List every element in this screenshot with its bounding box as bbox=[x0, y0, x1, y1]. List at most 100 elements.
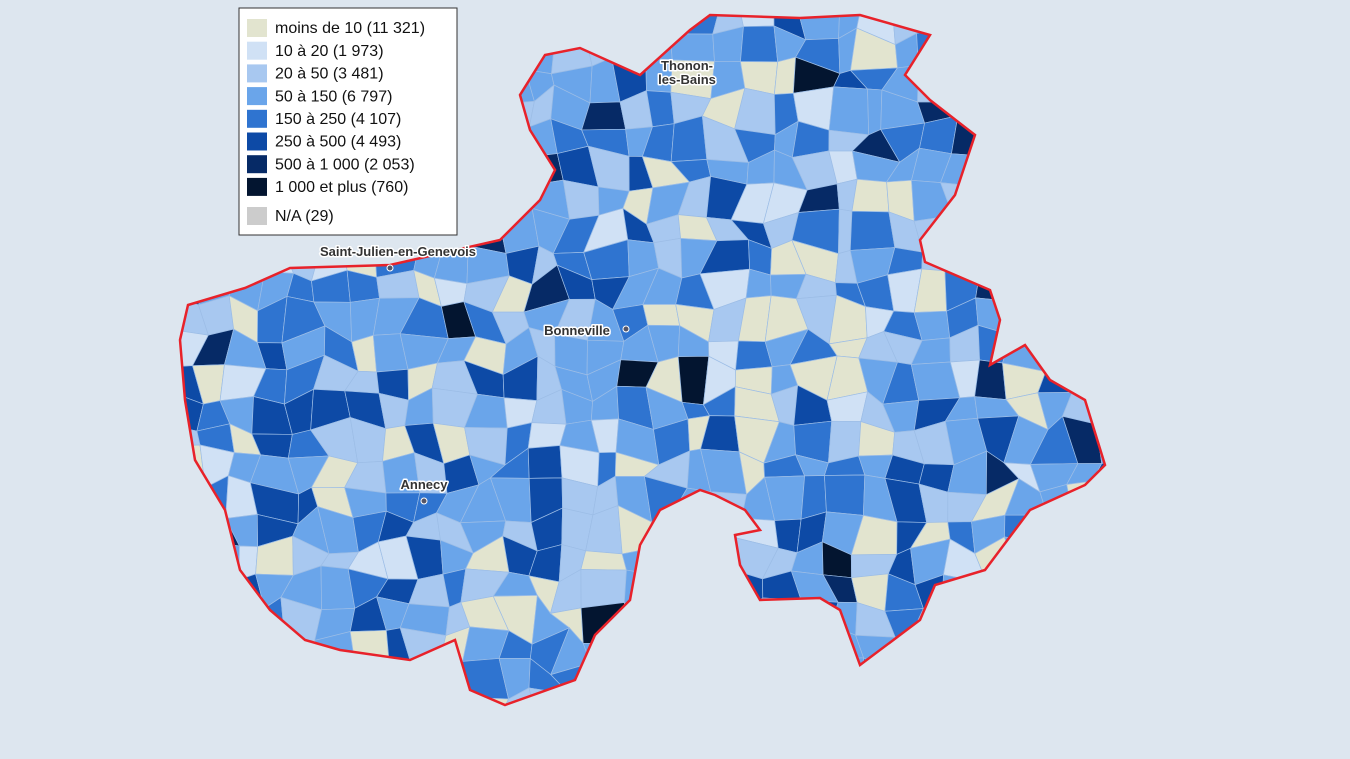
commune bbox=[703, 691, 750, 705]
commune bbox=[1091, 150, 1105, 191]
commune bbox=[1001, 181, 1050, 223]
commune bbox=[1060, 536, 1097, 579]
commune bbox=[226, 659, 267, 705]
commune bbox=[1096, 690, 1105, 705]
commune bbox=[1102, 57, 1105, 94]
commune bbox=[646, 601, 681, 632]
commune bbox=[1001, 658, 1048, 701]
commune bbox=[1066, 480, 1105, 523]
legend-label: 500 à 1 000 (2 053) bbox=[275, 156, 415, 173]
commune bbox=[1062, 183, 1096, 222]
legend-label: 50 à 150 (6 797) bbox=[275, 88, 392, 105]
commune bbox=[740, 25, 779, 63]
legend-label: 1 000 et plus (760) bbox=[275, 179, 408, 196]
commune bbox=[940, 182, 990, 216]
commune bbox=[495, 15, 539, 37]
commune bbox=[400, 689, 447, 705]
commune bbox=[1105, 625, 1134, 671]
legend-swatch bbox=[247, 109, 267, 128]
commune bbox=[645, 25, 673, 61]
commune bbox=[555, 15, 591, 39]
commune bbox=[1094, 267, 1105, 304]
commune bbox=[867, 88, 883, 136]
commune bbox=[1030, 279, 1075, 310]
commune bbox=[1005, 116, 1049, 157]
commune bbox=[1095, 420, 1105, 464]
commune bbox=[999, 33, 1047, 62]
commune bbox=[1093, 296, 1105, 335]
commune bbox=[498, 207, 540, 254]
commune bbox=[580, 569, 627, 609]
commune bbox=[731, 597, 770, 640]
commune bbox=[1043, 336, 1081, 373]
commune bbox=[626, 627, 649, 667]
commune bbox=[180, 26, 209, 65]
commune bbox=[580, 550, 627, 571]
commune bbox=[469, 54, 494, 105]
commune bbox=[220, 607, 266, 629]
commune bbox=[800, 599, 839, 626]
commune bbox=[761, 657, 810, 704]
commune bbox=[527, 153, 564, 186]
commune bbox=[1060, 690, 1105, 705]
commune bbox=[1040, 690, 1075, 705]
commune bbox=[674, 508, 715, 555]
commune bbox=[1004, 55, 1046, 102]
commune bbox=[1071, 361, 1100, 397]
commune bbox=[180, 248, 210, 284]
commune bbox=[1004, 514, 1048, 544]
commune bbox=[349, 630, 391, 669]
commune bbox=[1001, 248, 1048, 284]
commune bbox=[192, 689, 228, 705]
legend-swatch bbox=[247, 132, 267, 151]
commune bbox=[180, 520, 198, 542]
legend-label: 20 à 50 (3 481) bbox=[275, 66, 384, 83]
commune bbox=[208, 248, 236, 283]
commune bbox=[828, 86, 870, 136]
commune bbox=[706, 603, 745, 643]
commune bbox=[1037, 95, 1080, 135]
place-dot bbox=[386, 264, 394, 272]
commune bbox=[233, 626, 267, 675]
commune bbox=[982, 688, 1008, 705]
commune bbox=[1092, 24, 1105, 64]
commune bbox=[1093, 329, 1105, 366]
legend-swatch bbox=[247, 64, 267, 83]
commune bbox=[1041, 603, 1078, 643]
commune bbox=[1034, 565, 1078, 609]
commune bbox=[980, 241, 1008, 278]
commune bbox=[736, 15, 775, 27]
commune bbox=[1093, 389, 1105, 425]
commune bbox=[1060, 150, 1105, 186]
commune bbox=[234, 243, 266, 273]
commune bbox=[824, 474, 866, 516]
commune bbox=[189, 89, 235, 121]
commune bbox=[208, 659, 239, 703]
commune bbox=[713, 630, 748, 676]
commune bbox=[944, 214, 991, 248]
commune bbox=[916, 15, 947, 34]
commune bbox=[880, 696, 924, 705]
commune bbox=[970, 609, 1019, 639]
commune bbox=[742, 688, 767, 705]
legend-label: N/A (29) bbox=[275, 208, 334, 225]
legend-swatch bbox=[247, 207, 267, 225]
commune bbox=[644, 539, 685, 580]
commune bbox=[761, 625, 803, 672]
commune bbox=[673, 670, 715, 693]
legend-swatch bbox=[247, 41, 267, 60]
commune bbox=[1037, 361, 1081, 394]
legend-swatch bbox=[247, 177, 267, 196]
commune bbox=[192, 15, 225, 35]
commune bbox=[970, 100, 1016, 126]
commune bbox=[196, 594, 235, 633]
commune bbox=[1094, 249, 1105, 278]
commune bbox=[189, 206, 236, 254]
commune bbox=[791, 693, 840, 705]
commune bbox=[1060, 670, 1105, 692]
commune bbox=[801, 625, 832, 673]
commune bbox=[194, 155, 240, 188]
commune bbox=[1034, 536, 1078, 579]
